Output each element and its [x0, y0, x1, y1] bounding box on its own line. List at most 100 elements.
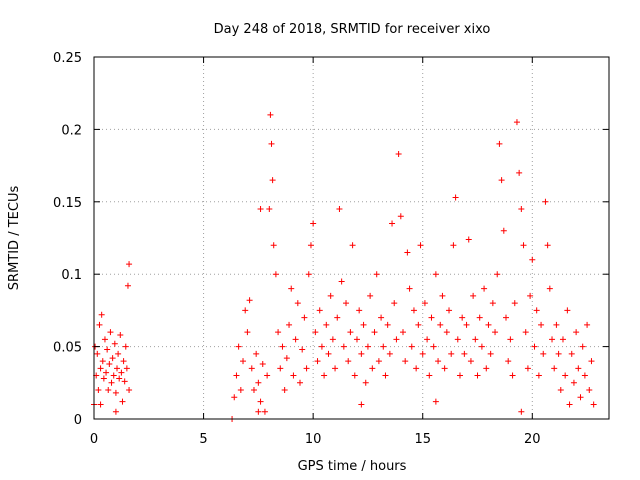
data-point	[562, 372, 569, 379]
data-point	[95, 387, 102, 394]
data-point	[373, 271, 380, 278]
data-point	[117, 332, 124, 339]
data-point	[121, 378, 128, 385]
data-point	[511, 300, 518, 307]
data-point	[314, 358, 321, 365]
data-point	[518, 408, 525, 415]
data-point	[483, 365, 490, 372]
data-point	[463, 321, 470, 328]
y-tick-label: 0	[74, 413, 82, 428]
data-point	[97, 401, 104, 408]
data-point	[443, 329, 450, 336]
data-point	[531, 343, 538, 350]
data-point	[360, 321, 367, 328]
data-point	[393, 336, 400, 343]
data-point	[590, 401, 597, 408]
data-point	[338, 278, 345, 285]
data-point	[577, 394, 584, 401]
data-point	[362, 379, 369, 386]
data-point	[410, 307, 417, 314]
data-point	[573, 329, 580, 336]
x-tick-label: 20	[524, 432, 541, 447]
data-point	[316, 307, 323, 314]
data-point	[303, 365, 310, 372]
data-point	[406, 285, 413, 292]
data-point	[94, 350, 101, 357]
y-tick-label: 0.25	[53, 51, 82, 66]
data-point	[108, 379, 115, 386]
data-point	[581, 372, 588, 379]
data-point	[489, 300, 496, 307]
data-point	[264, 372, 271, 379]
data-point	[269, 177, 276, 184]
data-point	[120, 358, 127, 365]
data-point	[487, 350, 494, 357]
data-point	[294, 300, 301, 307]
data-point	[513, 119, 520, 126]
data-point	[476, 314, 483, 321]
data-point	[288, 285, 295, 292]
data-point	[575, 365, 582, 372]
data-point	[126, 387, 133, 394]
data-point	[485, 321, 492, 328]
data-point	[474, 372, 481, 379]
data-point	[375, 358, 382, 365]
data-point	[584, 321, 591, 328]
grid-lines	[94, 57, 609, 419]
data-point	[538, 321, 545, 328]
data-point	[389, 220, 396, 227]
data-point	[310, 220, 317, 227]
data-point	[267, 111, 274, 118]
data-point	[397, 213, 404, 220]
data-point	[261, 408, 268, 415]
data-point	[233, 372, 240, 379]
data-point	[408, 343, 415, 350]
data-point	[305, 271, 312, 278]
data-point	[417, 242, 424, 249]
data-point	[432, 271, 439, 278]
data-point	[542, 198, 549, 205]
data-point	[119, 398, 126, 405]
data-point	[99, 358, 106, 365]
data-point	[255, 379, 262, 386]
data-point	[428, 314, 435, 321]
data-point	[439, 292, 446, 299]
data-point	[115, 350, 122, 357]
x-tick-label: 15	[414, 432, 431, 447]
data-point	[345, 358, 352, 365]
data-point	[98, 311, 105, 318]
data-point	[123, 365, 130, 372]
data-point	[358, 350, 365, 357]
data-point	[104, 346, 111, 353]
data-point	[540, 350, 547, 357]
data-point	[467, 358, 474, 365]
data-point	[112, 408, 119, 415]
data-point	[367, 292, 374, 299]
data-point	[461, 350, 468, 357]
data-point	[553, 321, 560, 328]
data-point	[332, 365, 339, 372]
data-point	[257, 206, 264, 213]
data-point	[301, 314, 308, 321]
data-point	[275, 329, 282, 336]
data-point	[492, 329, 499, 336]
data-point	[481, 285, 488, 292]
data-point	[266, 206, 273, 213]
data-point	[586, 387, 593, 394]
data-point	[297, 379, 303, 386]
data-point	[101, 336, 108, 343]
data-point	[343, 300, 350, 307]
data-point	[231, 394, 238, 401]
x-tick-label: 5	[199, 432, 207, 447]
data-point	[321, 372, 328, 379]
data-point	[465, 236, 472, 243]
data-point	[325, 350, 332, 357]
data-point	[109, 355, 116, 362]
y-tick-label: 0.05	[53, 341, 82, 356]
data-point	[404, 249, 411, 256]
data-point	[318, 343, 325, 350]
data-point	[124, 282, 131, 289]
data-point	[555, 350, 562, 357]
data-point	[97, 365, 104, 372]
